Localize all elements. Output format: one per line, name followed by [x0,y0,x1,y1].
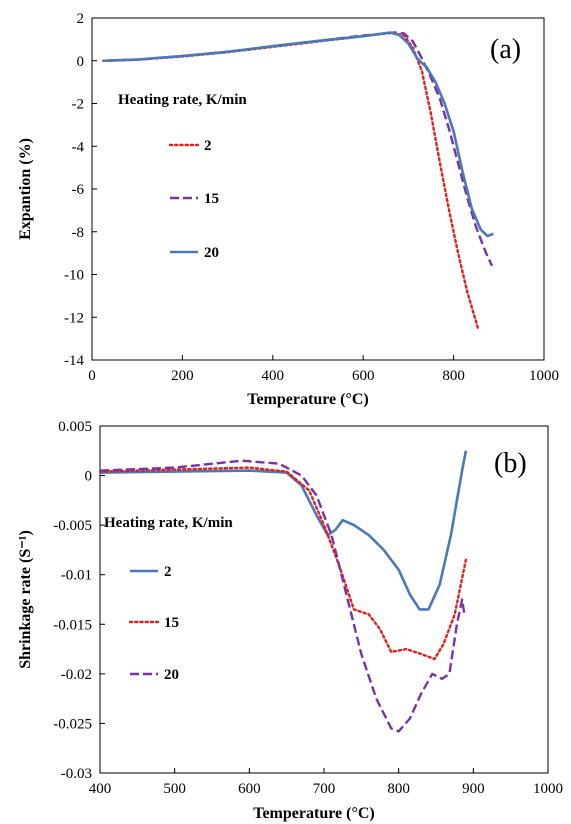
x-tick-label: 600 [238,781,261,797]
x-tick-label: 0 [88,368,96,384]
series-line-15 [103,31,494,267]
series-line-20 [99,459,466,733]
y-tick-label: 0.005 [58,419,92,435]
y-tick-label: -0.005 [53,518,92,534]
y-tick-label: 0 [85,469,93,485]
legend-label-2: 2 [204,138,212,154]
y-tick-label: -6 [72,182,85,198]
y-tick-label: 0 [77,54,85,70]
panel-label: (b) [494,448,527,479]
chart-panel-b: 400 500 600 700 800 900 1000 0.005 0 -0.005 -0.01 -… [17,419,563,822]
y-axis-title: Shrinkage rate (S⁻¹) [17,530,34,669]
legend-title: Heating rate, K/min [118,92,247,108]
x-tick-label: 500 [163,781,186,797]
legend-title: Heating rate, K/min [104,515,233,531]
x-tick-label: 800 [387,781,410,797]
y-tick-label: -0.025 [53,716,92,732]
x-tick-label: 200 [171,368,194,384]
y-tick-label: -2 [72,97,85,113]
y-axis-title: Expantion (%) [17,138,34,240]
series-line-15 [98,466,468,661]
x-axis-title: Temperature (°C) [247,391,368,408]
plot-frame [91,17,545,361]
x-tick-label: 900 [462,781,485,797]
y-tick-label: -12 [64,310,84,326]
x-tick-label: 1000 [529,368,559,384]
panel-label: (a) [490,34,521,65]
y-tick-label: -0.03 [61,766,92,782]
chart-panel-a: 0 200 400 600 800 100020-2-4-6-8-10-12-14Temp… [17,11,559,408]
y-tick-label: -0.015 [53,617,92,633]
x-tick-label: 600 [352,368,375,384]
y-tick-label: -14 [64,353,84,369]
legend-label-15: 15 [204,191,219,207]
y-tick-label: -8 [72,225,85,241]
series-line-2 [99,450,468,611]
series-line-2 [102,31,480,332]
x-tick-label: 800 [442,368,465,384]
x-tick-label: 400 [262,368,285,384]
x-tick-label: 1000 [533,781,563,797]
y-tick-label: 2 [77,11,85,27]
series-line-20 [103,31,494,238]
x-tick-label: 400 [89,781,112,797]
x-axis-title: Temperature (°C) [253,805,374,822]
y-tick-label: -0.01 [61,568,92,584]
y-tick-label: -0.02 [61,667,92,683]
x-tick-label: 700 [313,781,336,797]
plot-frame [99,425,549,774]
legend-label-20: 20 [164,667,179,683]
y-tick-label: -10 [64,268,84,284]
legend-label-20: 20 [204,245,219,261]
legend-label-2: 2 [164,564,172,580]
y-tick-label: -4 [72,139,85,155]
legend-label-15: 15 [164,615,179,631]
